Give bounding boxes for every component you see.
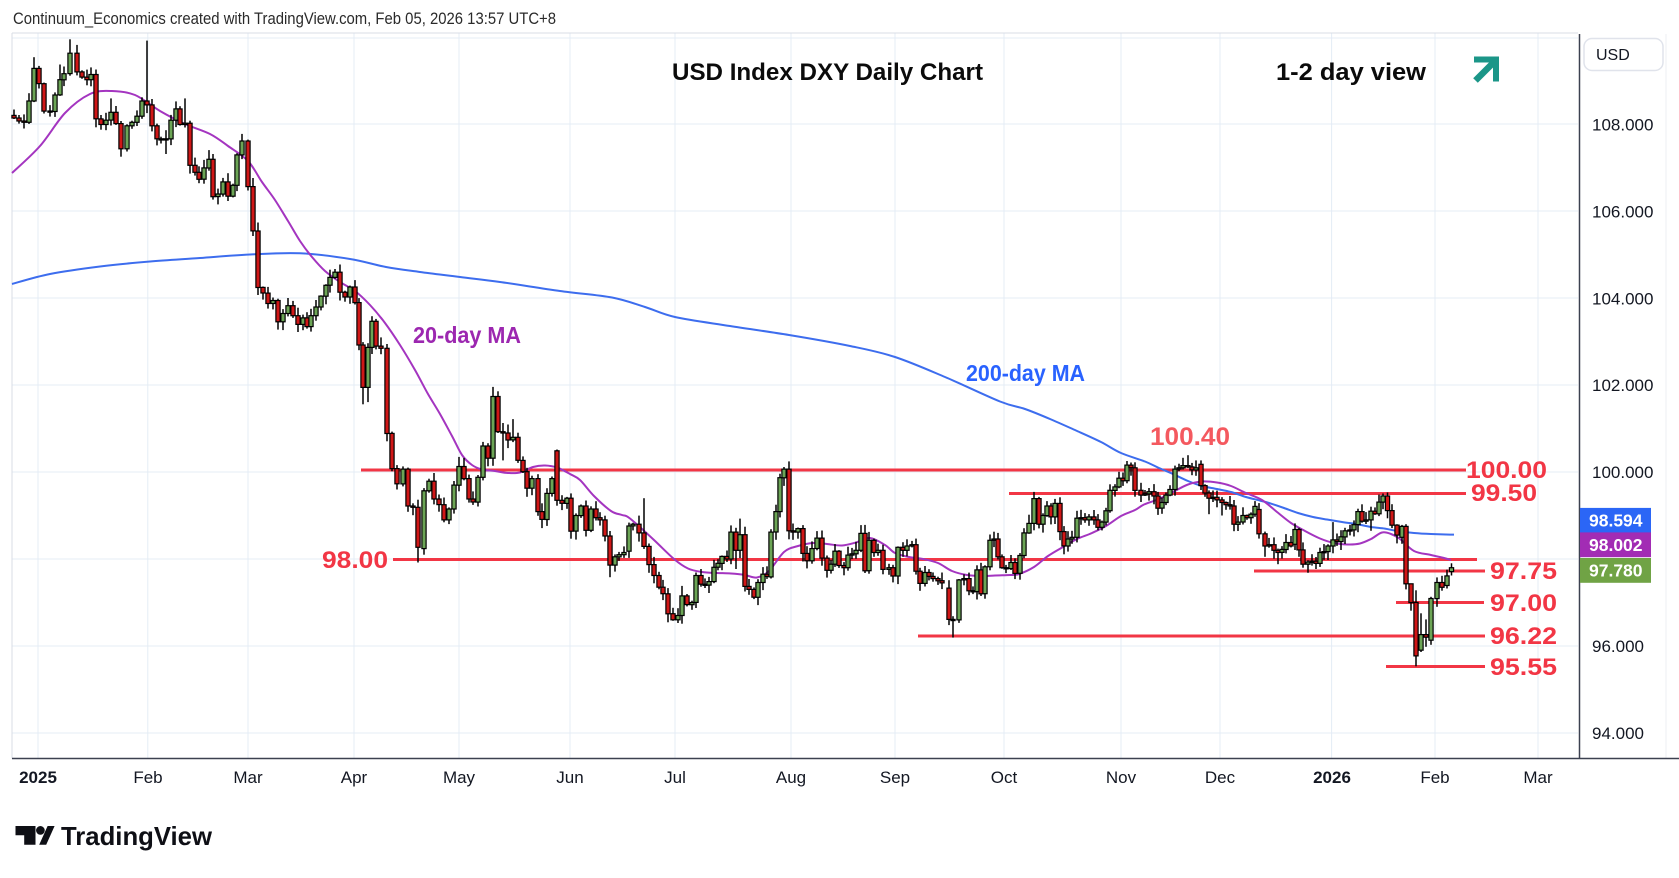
svg-text:Jun: Jun — [556, 768, 583, 787]
svg-text:1-2 day view: 1-2 day view — [1276, 59, 1426, 86]
svg-text:102.000: 102.000 — [1592, 376, 1653, 395]
svg-text:98.00: 98.00 — [322, 547, 388, 574]
svg-text:100.00: 100.00 — [1466, 457, 1547, 484]
svg-text:96.000: 96.000 — [1592, 637, 1644, 656]
svg-text:Nov: Nov — [1106, 768, 1137, 787]
svg-text:Apr: Apr — [341, 768, 368, 787]
svg-text:USD: USD — [1596, 47, 1630, 64]
svg-text:100.000: 100.000 — [1592, 463, 1653, 482]
svg-text:97.75: 97.75 — [1490, 558, 1557, 585]
svg-text:96.22: 96.22 — [1490, 623, 1557, 650]
svg-text:Dec: Dec — [1205, 768, 1236, 787]
svg-text:2026: 2026 — [1313, 768, 1351, 787]
svg-text:97.780: 97.780 — [1589, 560, 1643, 580]
svg-text:100.40: 100.40 — [1150, 423, 1230, 451]
svg-text:Feb: Feb — [133, 768, 162, 787]
svg-text:97.00: 97.00 — [1490, 590, 1557, 617]
svg-text:Feb: Feb — [1420, 768, 1449, 787]
svg-text:95.55: 95.55 — [1490, 654, 1557, 681]
svg-text:98.594: 98.594 — [1589, 510, 1643, 530]
svg-text:USD Index DXY Daily Chart: USD Index DXY Daily Chart — [672, 59, 983, 86]
svg-text:104.000: 104.000 — [1592, 289, 1653, 308]
svg-text:94.000: 94.000 — [1592, 724, 1644, 743]
svg-text:Continuum_Economics created wi: Continuum_Economics created with Trading… — [13, 9, 556, 28]
svg-text:Mar: Mar — [1523, 768, 1553, 787]
svg-text:108.000: 108.000 — [1592, 116, 1653, 135]
svg-text:99.50: 99.50 — [1471, 480, 1537, 507]
svg-text:Jul: Jul — [664, 768, 686, 787]
svg-text:Sep: Sep — [880, 768, 910, 787]
svg-text:May: May — [443, 768, 476, 787]
svg-text:Mar: Mar — [233, 768, 263, 787]
svg-text:Oct: Oct — [991, 768, 1018, 787]
svg-text:20-day MA: 20-day MA — [413, 322, 521, 348]
svg-text:106.000: 106.000 — [1592, 202, 1653, 221]
svg-text:200-day MA: 200-day MA — [966, 360, 1085, 386]
svg-text:2025: 2025 — [19, 768, 57, 787]
svg-text:Aug: Aug — [776, 768, 806, 787]
svg-text:98.002: 98.002 — [1589, 535, 1643, 555]
svg-text:TradingView: TradingView — [61, 821, 213, 851]
